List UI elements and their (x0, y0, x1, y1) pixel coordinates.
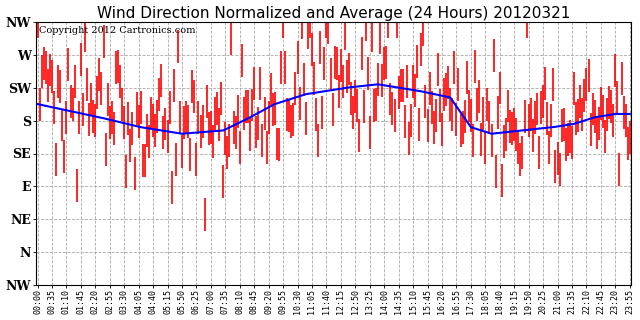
Text: Copyright 2012 Cartronics.com: Copyright 2012 Cartronics.com (40, 26, 196, 35)
Title: Wind Direction Normalized and Average (24 Hours) 20120321: Wind Direction Normalized and Average (2… (97, 5, 570, 20)
